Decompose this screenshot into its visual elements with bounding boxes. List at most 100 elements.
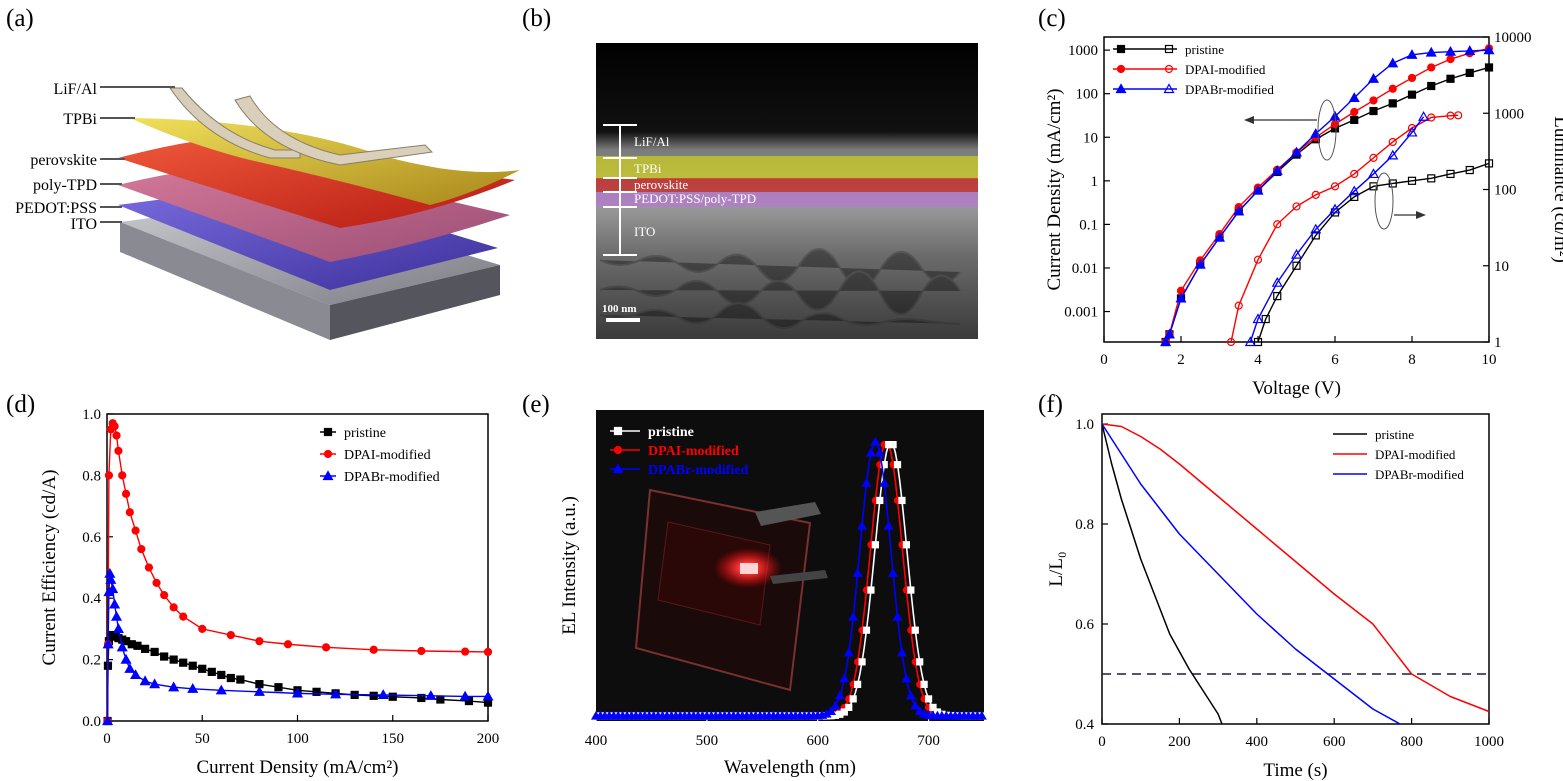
data-point	[1233, 205, 1245, 216]
data-point	[830, 700, 841, 710]
x-axis-label: Current Density (mA/cm²)	[197, 757, 399, 778]
layer-label-b: TPBi	[634, 161, 662, 176]
legend-marker	[1164, 44, 1174, 54]
data-point	[1226, 337, 1236, 347]
data-point	[929, 703, 937, 712]
data-point	[215, 684, 227, 695]
data-point	[112, 623, 124, 634]
data-point	[236, 675, 245, 684]
data-point	[369, 691, 378, 700]
data-point	[1350, 115, 1359, 125]
data-point	[867, 586, 875, 594]
data-point	[1252, 313, 1264, 324]
data-point	[1444, 45, 1457, 56]
data-point	[417, 646, 426, 656]
data-point	[482, 690, 494, 701]
data-point	[911, 626, 919, 634]
series-line	[1230, 114, 1459, 343]
data-point	[839, 673, 850, 683]
x-tick-label: 700	[917, 733, 940, 749]
data-point	[874, 447, 885, 457]
data-point	[291, 687, 304, 698]
legend-label: DPAI-modified	[1375, 447, 1456, 462]
legend-label: DPABr-modified	[1375, 467, 1464, 482]
data-point	[226, 630, 235, 640]
data-point	[883, 520, 894, 530]
data-point	[893, 461, 902, 469]
data-point	[1407, 176, 1417, 185]
data-point	[1446, 169, 1455, 179]
legend-label: pristine	[1375, 427, 1414, 442]
y-axis-label: EL Intensity (a.u.)	[559, 496, 580, 635]
data-point	[920, 680, 928, 688]
data-point	[417, 693, 426, 703]
data-point	[133, 641, 142, 650]
data-point	[1369, 106, 1378, 116]
legend-marker	[613, 426, 623, 436]
legend-label: DPABr-modified	[648, 463, 749, 478]
y2-tick-label: 1000	[1494, 106, 1524, 122]
data-point	[377, 689, 389, 700]
y2-axis-label: Luminance (cd/m²)	[1550, 116, 1563, 263]
data-point	[198, 624, 207, 634]
data-point	[1194, 258, 1206, 269]
y2-tick-label: 1	[1494, 335, 1502, 351]
data-point	[110, 422, 119, 431]
x-tick-label: 600	[806, 733, 829, 749]
legend-marker	[323, 427, 333, 437]
legend-marker	[1164, 64, 1174, 74]
data-point	[976, 710, 987, 720]
panel-d-letter: (d)	[6, 391, 35, 418]
data-point	[102, 638, 114, 649]
data-point	[845, 703, 853, 712]
y2-tick-label: 10	[1494, 259, 1509, 275]
data-point	[1271, 165, 1283, 175]
data-point	[848, 611, 859, 621]
data-point	[388, 692, 397, 701]
data-point	[1388, 179, 1397, 188]
x-tick-label: 1000	[1474, 734, 1504, 750]
y-tick-label: 0.2	[82, 653, 101, 669]
data-point	[321, 643, 331, 652]
y-tick-label: 1.0	[82, 407, 101, 423]
layer-label-a: ITO	[71, 216, 97, 233]
data-point	[1253, 255, 1263, 264]
data-point	[1406, 126, 1418, 137]
x-tick-label: 50	[195, 731, 210, 747]
data-point	[1407, 73, 1417, 83]
legend-label: pristine	[344, 426, 386, 441]
layer-label-b: perovskite	[634, 177, 688, 192]
data-point	[217, 670, 226, 680]
data-point	[905, 690, 916, 700]
legend-label: pristine	[1185, 42, 1224, 57]
x-tick-label: 2	[1177, 352, 1185, 368]
y-tick-label: 0.1	[1079, 217, 1098, 233]
y-tick-label: 1000	[1068, 43, 1098, 59]
data-point	[1387, 57, 1399, 68]
legend-marker	[1116, 44, 1126, 54]
x-tick-label: 200	[477, 731, 500, 747]
data-point	[1175, 292, 1187, 303]
panel-c-letter: (c)	[1038, 5, 1066, 32]
data-point	[1234, 301, 1243, 310]
layer-label-b: LiF/Al	[634, 134, 670, 149]
data-point	[107, 583, 119, 594]
perovskite-layer	[118, 135, 515, 228]
panel-a-letter: (a)	[6, 5, 34, 32]
data-point	[1464, 45, 1476, 55]
y-tick-label: 0.6	[82, 530, 101, 546]
data-point	[852, 568, 863, 577]
x-tick-label: 200	[1168, 734, 1191, 750]
y2-tick-label: 100	[1494, 183, 1517, 199]
series-line	[1101, 423, 1490, 713]
layer-label-a: TPBi	[63, 111, 97, 128]
data-point	[207, 667, 216, 676]
data-point	[144, 563, 154, 572]
data-point	[1446, 111, 1455, 120]
data-point	[369, 645, 378, 654]
series-line	[1101, 423, 1401, 725]
y-tick-label: 0.0	[82, 714, 101, 730]
data-point	[1350, 192, 1359, 201]
panel-f-letter: (f)	[1038, 391, 1063, 418]
